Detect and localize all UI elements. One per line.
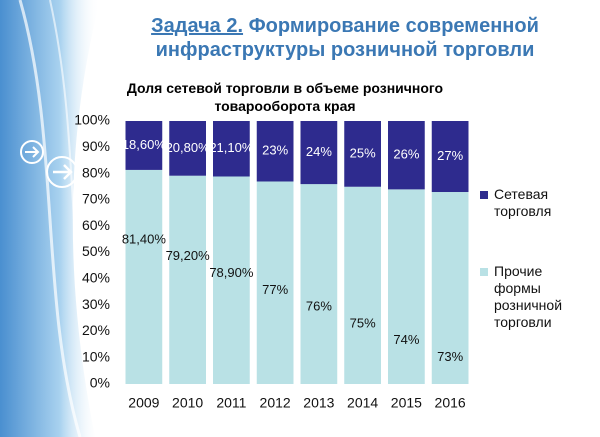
bar-segment [256,181,294,384]
y-tick-label: 70% [82,191,110,207]
x-tick-label: 2014 [347,395,378,411]
bar-segment [213,176,250,384]
bar-segment [300,184,338,384]
y-tick-label: 20% [82,322,110,338]
y-tick-label: 80% [82,164,110,180]
data-label: 77% [262,282,288,297]
data-label: 75% [350,315,376,330]
data-label: 27% [437,148,463,163]
chart-title: Доля сетевой торговли в объеме розничног… [126,80,444,114]
bar-segment [125,121,163,170]
x-tick-label: 2010 [172,395,203,411]
x-tick-label: 2015 [391,395,422,411]
bar-segment [344,186,381,384]
arrow-icon [20,140,44,164]
data-label: 81,40% [122,231,167,246]
legend-label: Сетевая торговля [494,186,552,219]
bar-segment [125,169,163,384]
legend-item: Сетевая торговля [480,186,590,220]
data-label: 25% [350,145,376,160]
slide-heading: Задача 2. Формирование современной инфра… [100,14,590,62]
arrow-icon [53,164,73,180]
arrow-icon [25,146,40,158]
x-tick-label: 2012 [260,395,291,411]
data-label: 18,60% [122,137,167,152]
bar-segment [213,121,250,177]
y-tick-label: 90% [82,138,110,154]
data-label: 26% [393,147,419,162]
data-label: 79,20% [166,248,211,263]
x-tick-label: 2011 [216,395,246,411]
legend-swatch [480,191,488,199]
bar-segment [300,121,338,185]
bar-segment [431,192,469,384]
y-tick-label: 40% [82,270,110,286]
bar-segment [169,175,206,384]
data-label: 73% [437,349,463,364]
data-label: 78,90% [209,265,254,280]
y-tick-label: 10% [82,348,110,364]
bar-segment [344,121,381,187]
legend-label: Прочие формы розничной торговли [494,263,563,330]
bar-segment [431,121,469,193]
bar-segment [388,121,425,190]
y-tick-label: 50% [82,243,110,259]
data-label: 24% [306,144,332,159]
heading-label: Задача 2. [151,15,244,37]
bar-segment [169,121,206,176]
data-label: 76% [306,299,332,314]
x-tick-label: 2016 [435,395,466,411]
y-tick-label: 100% [74,112,110,128]
swirl [18,0,82,437]
legend-swatch [480,268,488,276]
legend-item: Прочие формы розничной торговли [480,263,590,331]
y-tick-label: 60% [82,217,110,233]
swirl [49,0,111,437]
x-tick-label: 2009 [128,395,159,411]
bar-segment [388,189,425,384]
data-label: 74% [393,332,419,347]
bar-segment [256,121,294,182]
y-tick-label: 0% [90,375,110,391]
arrow-icon [46,156,78,188]
heading-text: Формирование современной инфраструктуры … [155,15,539,61]
y-tick-label: 30% [82,296,110,312]
data-label: 23% [262,143,288,158]
data-label: 20,80% [166,140,211,155]
x-tick-label: 2013 [303,395,334,411]
data-label: 21,10% [209,140,254,155]
